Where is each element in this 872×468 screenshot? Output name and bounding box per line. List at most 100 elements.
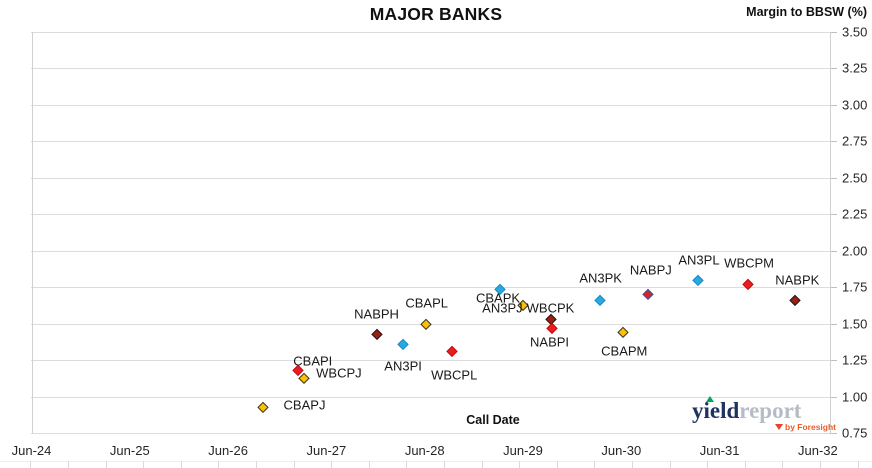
data-point-label-cbapi: CBAPI [293, 353, 333, 369]
y-axis-tick [830, 214, 837, 216]
logo-red-triangle-icon [775, 424, 783, 430]
bottom-strip-tick [632, 461, 633, 468]
x-tick-label: Jun-27 [306, 443, 347, 458]
gridline [31, 177, 830, 179]
data-point-label-cbapj: CBAPJ [283, 397, 326, 413]
bottom-strip-tick [105, 461, 107, 468]
bottom-strip-tick [669, 461, 671, 468]
logo-report: report [739, 398, 802, 423]
y-axis-tick [830, 104, 837, 106]
data-point-label-an3pi: AN3PI [384, 358, 422, 374]
data-point-label-an3pj: AN3PJ [482, 300, 523, 316]
x-tick-label: Jun-26 [208, 443, 248, 458]
bottom-strip-tick [594, 461, 596, 468]
bottom-strip-tick [180, 461, 182, 468]
bottom-strip-tick [368, 461, 370, 468]
bottom-strip-tick [481, 461, 483, 468]
data-point-label-wbcpm: WBCPM [724, 255, 775, 271]
data-point-label-nabph: NABPH [354, 306, 399, 322]
y-tick-label: 2.75 [842, 133, 868, 149]
data-point-label-cbapk: CBAPK [475, 290, 521, 306]
bottom-strip-tick [556, 461, 558, 468]
y-tick-label: 1.75 [842, 279, 868, 295]
x-tick-label: Jun-25 [109, 443, 150, 458]
gridline [31, 104, 830, 106]
bottom-strip-tick [30, 461, 32, 468]
data-point-label-nabpi: NABPI [530, 334, 570, 350]
data-point-marker-nabpk [789, 294, 801, 306]
y-axis-tick [830, 433, 837, 434]
bottom-axis-line [0, 461, 872, 462]
bottom-strip-tick [820, 461, 821, 468]
bottom-strip-tick [218, 461, 220, 468]
y-axis-tick [830, 396, 837, 398]
data-point-marker-nabpj [642, 289, 654, 300]
gridline [31, 396, 830, 398]
x-axis-title: Call Date [466, 413, 520, 427]
bottom-strip-tick [707, 461, 709, 468]
y-tick-label: 1.25 [842, 352, 868, 368]
data-point-label-cbapm: CBAPM [601, 343, 648, 359]
gridline [31, 287, 830, 289]
x-tick-label: Jun-32 [798, 443, 838, 458]
y-axis-tick [830, 141, 837, 143]
bottom-strip-tick [519, 461, 521, 468]
bottom-strip-tick [68, 461, 69, 468]
gridline [31, 433, 830, 434]
bottom-strip-tick [406, 461, 408, 468]
data-point-marker-an3pl [692, 274, 704, 286]
bottom-strip-tick [331, 461, 333, 468]
bottom-strip-tick [782, 461, 784, 468]
gridline [31, 214, 830, 216]
bottom-strip-tick [143, 461, 145, 468]
gridline [31, 141, 830, 143]
y-tick-label: 3.50 [842, 24, 868, 40]
y-axis-tick [830, 68, 837, 70]
chart-title: MAJOR BANKS [369, 4, 503, 24]
y-axis-title: Margin to BBSW (%) [746, 5, 867, 19]
y-tick-label: 3.25 [842, 60, 868, 76]
x-tick-label: Jun-28 [404, 443, 445, 458]
bottom-strip-tick [444, 461, 445, 468]
y-axis-tick [830, 360, 837, 362]
y-tick-label: 2.50 [842, 170, 868, 186]
data-point-marker-cbapm [617, 327, 629, 338]
data-point-label-cbapl: CBAPL [405, 295, 448, 311]
data-point-label-an3pl: AN3PL [678, 252, 720, 268]
x-tick-label: Jun-24 [11, 443, 52, 458]
data-point-label-an3pk: AN3PK [579, 270, 622, 286]
gridline [31, 68, 830, 70]
data-point-label-wbcpk: WBCPK [526, 300, 575, 316]
x-tick-label: Jun-31 [699, 443, 740, 458]
data-point-marker-an3pk [594, 294, 605, 306]
data-point-label-nabpk: NABPK [775, 272, 820, 288]
yieldreport-logo: yieldreport by Foresight [692, 396, 842, 434]
bottom-strip-tick [256, 461, 257, 468]
y-tick-label: 2.25 [842, 206, 868, 222]
y-tick-label: 1.00 [842, 389, 868, 405]
plot-right-border [830, 32, 831, 433]
y-axis-tick [830, 323, 837, 325]
y-axis-tick [830, 177, 837, 179]
y-tick-label: 3.00 [842, 97, 868, 113]
data-point-label-wbcpj: WBCPJ [316, 365, 362, 381]
gridline [31, 250, 830, 252]
x-tick-label: Jun-29 [503, 443, 543, 458]
data-point-marker-an3pi [397, 338, 409, 350]
logo-green-triangle-icon [706, 396, 714, 402]
y-tick-label: 0.75 [842, 425, 868, 441]
bottom-strip-tick [857, 461, 859, 468]
y-axis-tick [830, 31, 837, 33]
data-point-marker-cbapi [298, 372, 310, 383]
data-point-marker-cbapj [257, 401, 268, 413]
bottom-strip-tick [744, 461, 746, 468]
logo-byline: by Foresight [785, 422, 837, 432]
y-tick-label: 1.50 [842, 316, 868, 332]
data-point-marker-nabph [371, 328, 382, 340]
data-point-marker-wbcpl [446, 345, 458, 357]
y-axis-tick [830, 287, 837, 289]
logo-yield: yield [692, 398, 740, 423]
y-tick-label: 2.00 [842, 243, 868, 259]
gridline [31, 360, 830, 362]
